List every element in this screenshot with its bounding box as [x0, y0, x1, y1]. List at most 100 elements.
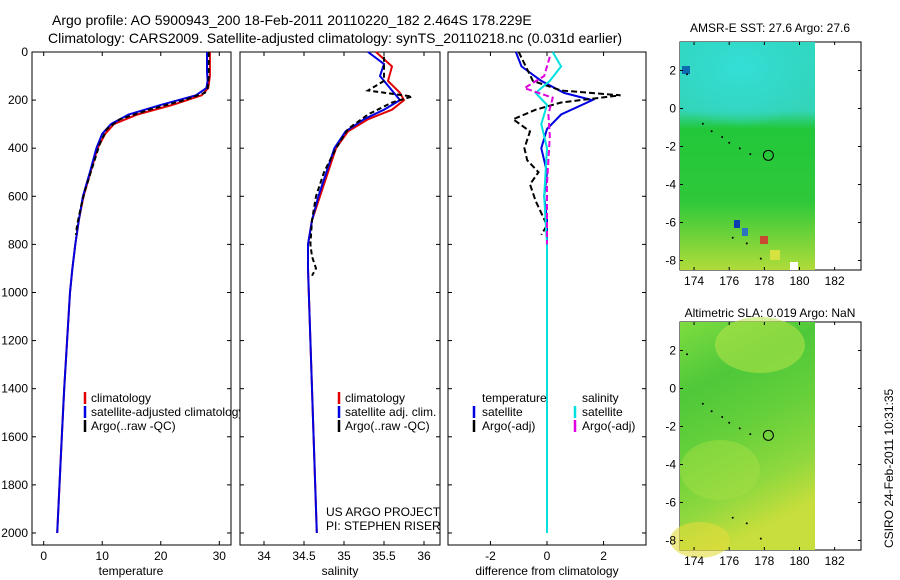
y-tick-label: 2 [669, 344, 676, 358]
legend-label-climatology: climatology [345, 391, 405, 405]
coastline-dot [749, 433, 752, 436]
x-tick-label: 176 [719, 554, 739, 568]
coastline-dot [745, 242, 748, 245]
project-line-1: US ARGO PROJECT [326, 505, 441, 519]
y-tick-label: 1600 [1, 430, 28, 444]
series-line-temperature-argo-adj- [511, 51, 621, 236]
salinity-legend: climatology satellite adj. clim. Argo(..… [337, 391, 436, 433]
y-tick-label: -6 [665, 496, 676, 510]
x-tick-label: 182 [825, 274, 845, 288]
y-tick-label: -8 [665, 534, 676, 548]
salinity-plot-frame [239, 51, 441, 546]
legend-label-argo: Argo(..raw -QC) [345, 419, 430, 433]
series-line-argo-raw-qc- [74, 52, 210, 235]
header-line-2: Climatology: CARS2009. Satellite-adjuste… [48, 30, 622, 46]
series-line-salinity-argo-adj- [522, 56, 554, 245]
sst-map-title: AMSR-E SST: 27.6 Argo: 27.6 [690, 21, 850, 35]
legend-label-satellite: satellite-adjusted climatology [91, 405, 244, 419]
x-tick-label: 36 [417, 549, 431, 563]
y-tick-label: 400 [8, 141, 28, 155]
legend-label-sal-argo: Argo(-adj) [582, 419, 635, 433]
salinity-xlabel: salinity [322, 564, 359, 578]
x-tick-label: 178 [754, 554, 774, 568]
y-tick-label: 1200 [1, 334, 28, 348]
sla-map-panel: Altimetric SLA: 0.019 Argo: NaN 174 176 17… [665, 306, 862, 568]
difference-plot-area: -2 0 2 [448, 51, 646, 563]
legend-title-temperature: temperature [482, 391, 547, 405]
x-tick-label: 20 [154, 549, 168, 563]
credit-stamp: CSIRO 24-Feb-2011 10:31:35 [882, 388, 896, 548]
legend-label-climatology: climatology [91, 391, 151, 405]
x-tick-label: 34.5 [292, 549, 316, 563]
y-tick-label: -6 [665, 216, 676, 230]
x-tick-label: 30 [213, 549, 227, 563]
x-tick-label: 176 [719, 274, 739, 288]
coastline-dot [728, 141, 731, 144]
series-line-salinity-satellite [534, 51, 563, 533]
x-tick-label: 0 [40, 549, 47, 563]
legend-label-satellite: satellite adj. clim. [345, 405, 436, 419]
sla-axes: 174 176 178 180 182 2 0 -2 -4 -6 -8 [665, 322, 861, 568]
coastline-dot [710, 130, 713, 133]
y-tick-label: 1400 [1, 382, 28, 396]
coastline-dot [686, 353, 689, 356]
x-tick-label: 180 [789, 274, 809, 288]
temperature-plot-frame [31, 51, 232, 546]
y-tick-label: 1000 [1, 285, 28, 299]
sst-pixel [734, 220, 740, 228]
sst-pixel [742, 228, 748, 236]
coastline-dot [749, 153, 752, 156]
x-tick-label: 35 [337, 549, 351, 563]
sla-light-blob [715, 317, 805, 373]
sst-map-panel: AMSR-E SST: 27.6 Argo: 27.6 174 176 178 180… [665, 21, 862, 288]
coastline-dot [721, 136, 724, 138]
sla-field [670, 317, 815, 558]
legend-label-argo: Argo(..raw -QC) [91, 419, 176, 433]
coastline-dot [710, 410, 713, 413]
sla-map-title: Altimetric SLA: 0.019 Argo: NaN [685, 306, 856, 320]
temperature-xlabel: temperature [99, 564, 164, 578]
x-tick-label: -2 [485, 549, 496, 563]
coastline-dot [721, 416, 724, 418]
salinity-panel: 34 34.5 35 35.5 36 climatology satellite adj… [239, 51, 441, 578]
coastline-dot [738, 427, 741, 430]
y-tick-label: 0 [669, 102, 676, 116]
y-tick-label: 0 [21, 45, 28, 59]
legend-label-sal-satellite: satellite [582, 405, 623, 419]
legend-label-temp-argo: Argo(-adj) [482, 419, 535, 433]
difference-panel: -2 0 2 temperature salinity satellite Argo… [447, 51, 647, 578]
coastline-dot [738, 147, 741, 150]
coastline-dot [745, 522, 748, 525]
sst-pixel [790, 262, 798, 270]
temperature-panel: 0 10 20 30 0 200 400 600 800 1000 1200 1400 1600 1800… [1, 45, 244, 578]
y-tick-label: -2 [665, 140, 676, 154]
series-line-argo-raw-qc- [309, 56, 413, 277]
x-tick-label: 34 [257, 549, 271, 563]
coastline-dot [686, 73, 689, 76]
x-tick-label: 174 [684, 554, 704, 568]
x-tick-label: 182 [825, 554, 845, 568]
x-tick-label: 0 [544, 549, 551, 563]
y-tick-label: 600 [8, 189, 28, 203]
series-line-satellite-adj-clim- [307, 51, 402, 534]
sst-axes: 174 176 178 180 182 2 0 -2 -4 -6 -8 [665, 42, 861, 288]
x-tick-label: 180 [789, 554, 809, 568]
y-tick-label: 800 [8, 237, 28, 251]
y-tick-label: -4 [665, 458, 676, 472]
header-line-1: Argo profile: AO 5900943_200 18-Feb-2011… [52, 12, 532, 28]
y-tick-label: 0 [669, 382, 676, 396]
sst-field [680, 42, 815, 270]
coastline-dot [701, 402, 704, 405]
x-tick-label: 2 [600, 549, 607, 563]
y-tick-label: 2000 [1, 526, 28, 540]
sst-warm-pool [680, 42, 815, 142]
x-tick-label: 35.5 [372, 549, 396, 563]
coastline-dot [701, 122, 704, 125]
y-tick-label: 200 [8, 93, 28, 107]
argo-float-marker [762, 429, 774, 441]
y-tick-label: -8 [665, 254, 676, 268]
difference-xlabel: difference from climatology [475, 564, 618, 578]
sst-pixel [760, 236, 768, 244]
y-tick-label: 2 [669, 64, 676, 78]
